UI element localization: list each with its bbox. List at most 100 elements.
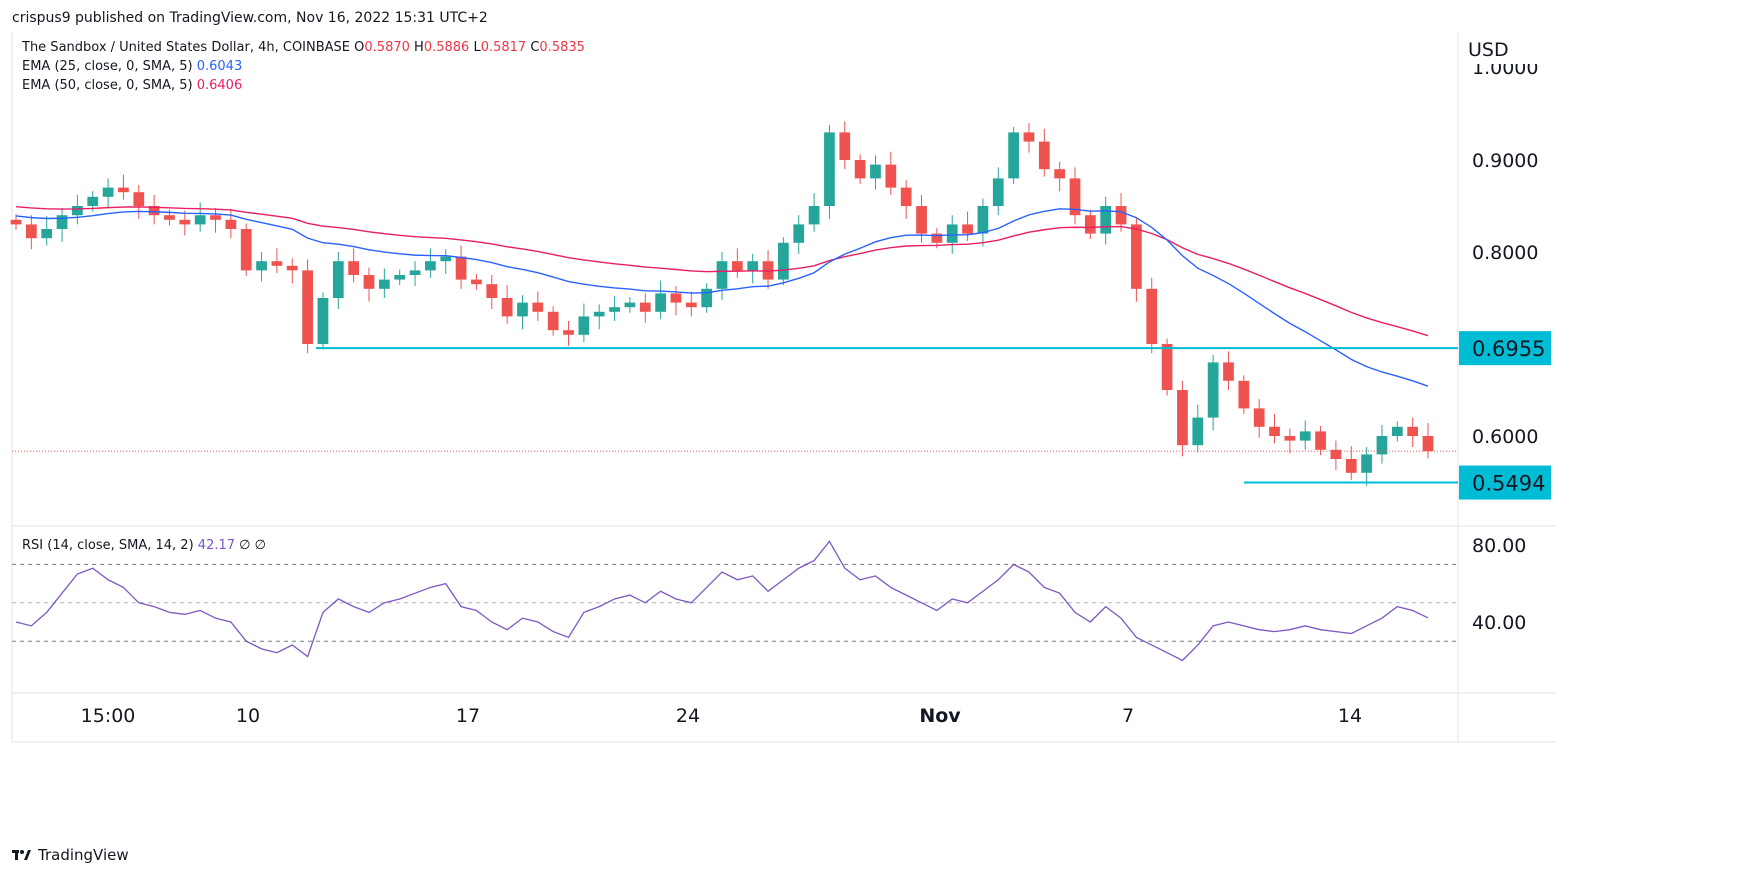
candle-body — [179, 219, 191, 225]
time-tick-label: 15:00 — [81, 705, 136, 727]
tradingview-logo: TradingView — [12, 846, 129, 864]
rsi-tick-label: 40.00 — [1472, 612, 1526, 634]
candle-body — [486, 284, 498, 298]
time-tick-label: 14 — [1338, 705, 1362, 727]
time-tick-label: 24 — [676, 705, 700, 727]
rsi-extra-2: ∅ — [254, 538, 266, 553]
ohlc-key-l: L — [473, 40, 481, 55]
candle-body — [394, 275, 406, 280]
candle-body — [685, 302, 697, 308]
time-tick-label: 10 — [236, 705, 260, 727]
level-price-label: 0.6955 — [1472, 337, 1545, 361]
candle-body — [25, 224, 37, 239]
ema50-label: EMA (50, close, 0, SMA, 5) — [22, 78, 193, 93]
ema50-value: 0.6406 — [196, 78, 243, 93]
candle-body — [1177, 390, 1188, 446]
candle-body — [378, 279, 390, 289]
candle-body — [1054, 169, 1066, 179]
candle-body — [1115, 206, 1127, 225]
candle-body — [225, 219, 237, 229]
candle-body — [532, 302, 544, 312]
candle-body — [593, 311, 605, 317]
rsi-legend: RSI (14, close, SMA, 14, 2) 42.17 ∅ ∅ — [22, 538, 266, 553]
ohlc-values: O0.5870 H0.5886 L0.5817 C0.5835 — [354, 40, 585, 55]
rsi-label: RSI (14, close, SMA, 14, 2) — [22, 538, 194, 553]
level-price-tag — [1459, 331, 1551, 366]
candle-body — [1192, 417, 1204, 446]
candle-body — [870, 164, 881, 179]
candle-body — [716, 261, 728, 289]
ema50-line — [15, 206, 1429, 337]
candle-body — [670, 293, 682, 303]
ema50-legend: EMA (50, close, 0, SMA, 5) 0.6406 — [22, 78, 242, 93]
candle-body — [1345, 459, 1357, 473]
candles-group — [10, 121, 1434, 486]
candle-body — [425, 261, 436, 271]
candle-body — [302, 270, 313, 344]
candle-body — [1422, 436, 1434, 452]
time-tick-label: 17 — [456, 705, 480, 727]
candle-body — [363, 275, 375, 289]
candle-body — [916, 206, 927, 234]
candle-body — [271, 261, 283, 266]
candle-body — [409, 270, 421, 275]
candle-body — [655, 293, 666, 312]
level-price-label: 0.5494 — [1472, 472, 1545, 496]
candle-body — [210, 215, 221, 220]
candle-body — [286, 265, 298, 271]
candle-body — [1361, 454, 1372, 473]
candle-body — [992, 178, 1004, 206]
time-tick-label: 7 — [1122, 705, 1134, 727]
candle-body — [517, 302, 528, 317]
symbol-legend: The Sandbox / United States Dollar, 4h, … — [22, 40, 585, 55]
candle-body — [240, 229, 252, 271]
candle-body — [1084, 215, 1096, 234]
rsi-tick-label: 80.00 — [1472, 535, 1526, 557]
candle-body — [133, 192, 145, 206]
candle-body — [639, 302, 651, 312]
candle-body — [1146, 288, 1158, 344]
candle-body — [1391, 426, 1403, 436]
candle-body — [824, 132, 835, 206]
candle-body — [1038, 141, 1050, 170]
candle-body — [885, 164, 897, 188]
candle-body — [471, 279, 482, 285]
rsi-extra-1: ∅ — [239, 538, 251, 553]
candle-body — [1207, 362, 1219, 418]
ohlc-value-l: 0.5817 — [480, 40, 527, 55]
candle-body — [609, 307, 620, 312]
ohlc-value-h: 0.5886 — [423, 40, 470, 55]
candle-body — [1299, 431, 1311, 441]
symbol-title: The Sandbox / United States Dollar, 4h, … — [22, 40, 351, 55]
candle-body — [1023, 132, 1035, 142]
candle-body — [747, 261, 759, 271]
candle-body — [762, 261, 774, 280]
candle-body — [900, 187, 912, 206]
candle-body — [977, 206, 989, 234]
rsi-line — [15, 540, 1429, 662]
candle-body — [118, 187, 129, 193]
candle-body — [440, 256, 452, 262]
candle-body — [1376, 436, 1388, 455]
candle-body — [1253, 408, 1265, 427]
candle-body — [793, 224, 805, 243]
candle-body — [1069, 178, 1081, 216]
candle-body — [501, 298, 513, 317]
candle-body — [56, 215, 68, 229]
candle-body — [1161, 344, 1173, 390]
candle-body — [87, 196, 99, 206]
ema25-line — [15, 208, 1429, 387]
candle-body — [1330, 449, 1342, 459]
tradingview-brand: TradingView — [38, 846, 129, 864]
candle-body — [317, 298, 329, 344]
publication-byline: crispus9 published on TradingView.com, N… — [12, 10, 488, 26]
price-tick-label: 0.9000 — [1472, 150, 1538, 172]
candle-body — [547, 311, 559, 331]
candle-body — [1008, 132, 1019, 179]
candle-body — [256, 261, 267, 271]
time-tick-label: Nov — [919, 705, 961, 727]
ohlc-key-h: H — [414, 40, 424, 55]
candle-body — [701, 288, 713, 308]
ema25-legend: EMA (25, close, 0, SMA, 5) 0.6043 — [22, 59, 242, 74]
